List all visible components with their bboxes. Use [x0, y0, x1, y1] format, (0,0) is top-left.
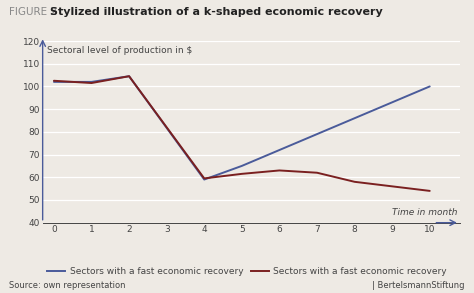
Legend: Sectors with a fast economic recovery, Sectors with a fast economic recovery: Sectors with a fast economic recovery, S…: [47, 267, 447, 276]
Text: Stylized illustration of a k-shaped economic recovery: Stylized illustration of a k-shaped econ…: [50, 7, 383, 17]
Text: Time in month: Time in month: [392, 208, 458, 217]
Text: Source: own representation: Source: own representation: [9, 281, 126, 290]
Text: | BertelsmannStiftung: | BertelsmannStiftung: [372, 281, 465, 290]
Text: FIGURE 2: FIGURE 2: [9, 7, 61, 17]
Text: Sectoral level of production in $: Sectoral level of production in $: [47, 46, 192, 54]
